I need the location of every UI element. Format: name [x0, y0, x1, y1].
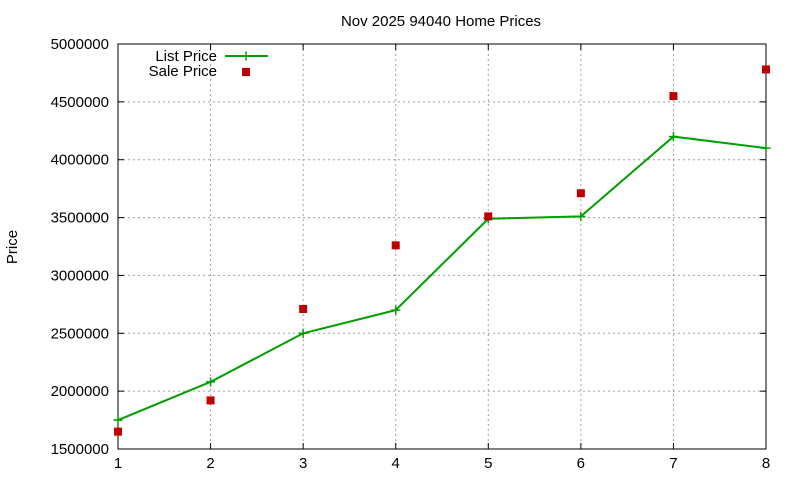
legend-plus-swatch: [241, 51, 251, 61]
y-tick-label: 3000000: [51, 267, 109, 284]
x-tick-label: 7: [669, 455, 677, 472]
data-point-plus: [668, 132, 678, 142]
x-tick-label: 8: [762, 455, 770, 472]
data-point-plus: [761, 143, 771, 153]
data-point-plus: [206, 377, 216, 387]
data-point-plus: [391, 305, 401, 315]
data-point-square: [114, 427, 122, 436]
y-tick-label: 2500000: [51, 325, 109, 342]
y-tick-label: 5000000: [51, 36, 109, 53]
x-tick-label: 2: [206, 455, 214, 472]
y-tick-label: 4500000: [51, 94, 109, 111]
series-line: [117, 135, 767, 421]
x-tick-label: 3: [299, 455, 307, 472]
x-tick-label: 5: [484, 455, 492, 472]
data-point-square: [299, 304, 308, 313]
series-sale-price: [114, 65, 770, 436]
axis-ticks: 1 2 3 4 5 6 7 8 1500000 2000000 2500000 3000000 3500…: [51, 36, 771, 472]
data-point-square: [484, 212, 493, 221]
data-point-plus: [113, 415, 123, 425]
data-point-square: [762, 65, 770, 74]
chart-title: Nov 2025 94040 Home Prices: [341, 13, 541, 30]
series-list-price: [113, 132, 771, 425]
chart-series: [113, 65, 771, 436]
y-tick-label: 3500000: [51, 210, 109, 227]
y-axis-label: Price: [4, 230, 21, 264]
y-tick-label: 4000000: [51, 152, 109, 169]
legend-square-swatch: [242, 68, 250, 76]
data-point-plus: [576, 211, 586, 221]
data-point-plus: [298, 328, 308, 338]
data-point-square: [206, 396, 215, 405]
y-tick-label: 1500000: [51, 441, 109, 458]
legend-label: Sale Price: [149, 63, 217, 80]
plot-frame: [117, 43, 767, 450]
y-tick-label: 2000000: [51, 383, 109, 400]
data-point-square: [391, 241, 400, 250]
x-tick-label: 4: [392, 455, 400, 472]
data-point-square: [576, 189, 585, 198]
x-tick-label: 1: [114, 455, 122, 472]
legend-label: List Price: [155, 48, 217, 65]
chart-grid: [118, 44, 766, 449]
data-point-square: [669, 92, 678, 101]
x-tick-label: 6: [577, 455, 585, 472]
